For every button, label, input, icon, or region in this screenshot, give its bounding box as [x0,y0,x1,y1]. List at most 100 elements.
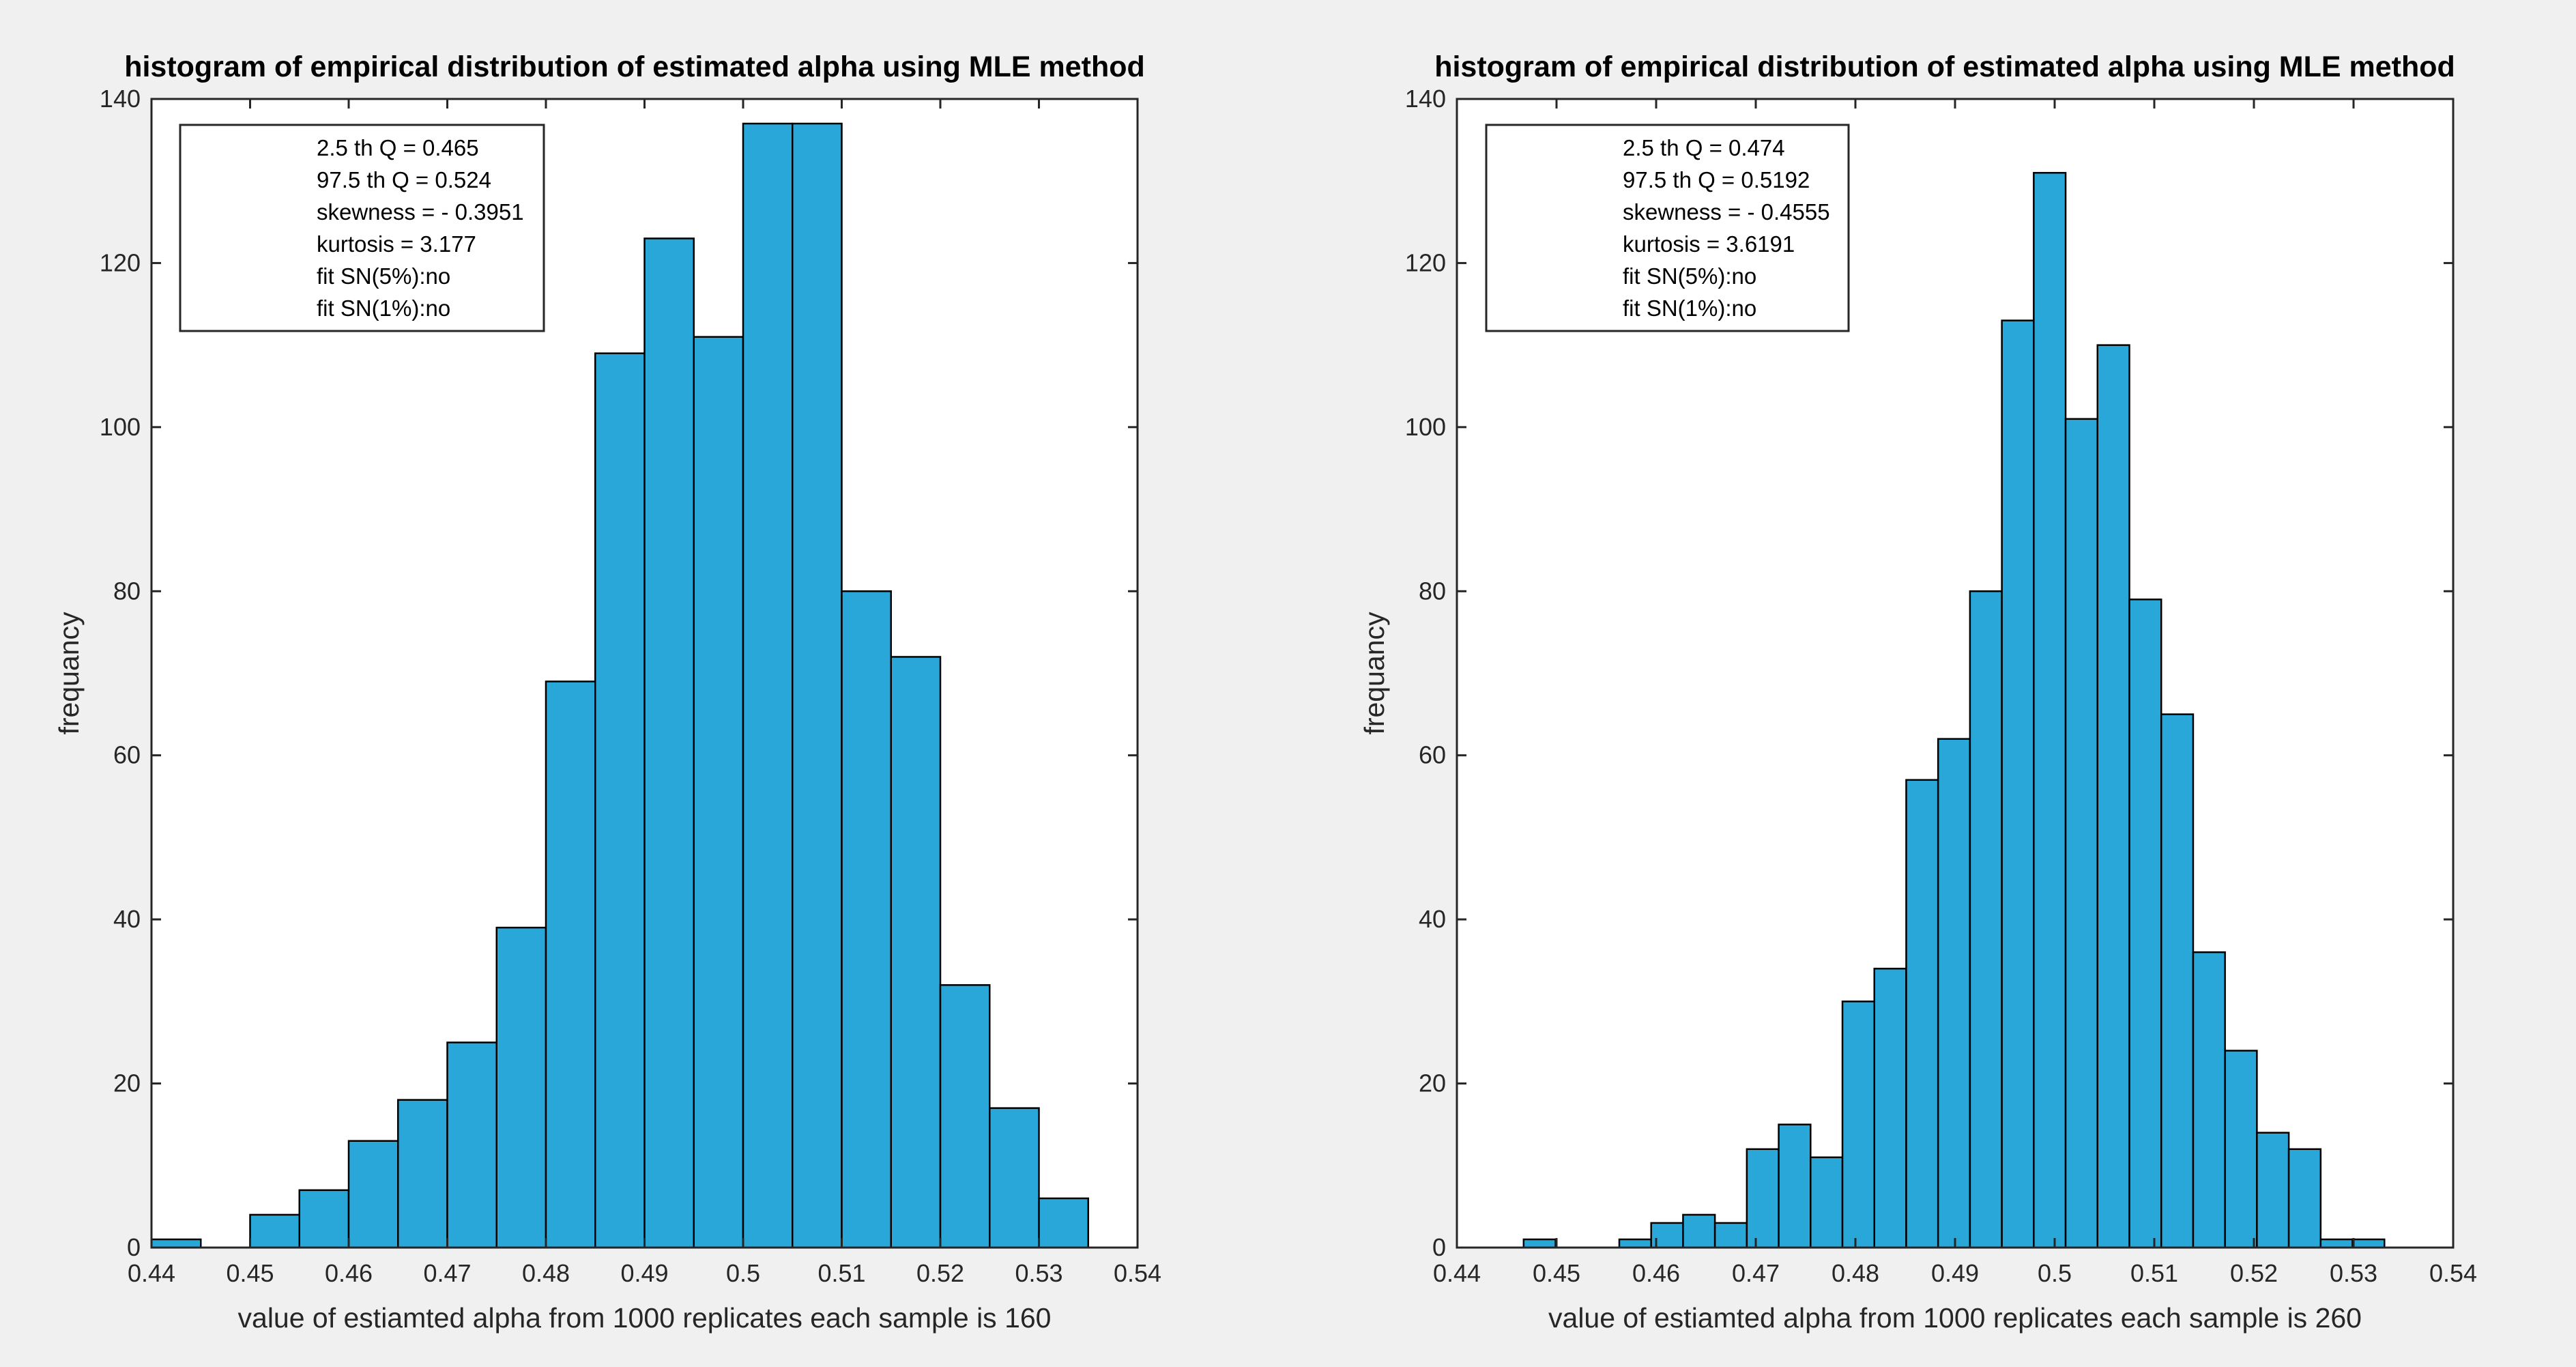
histogram-bar [2224,1050,2258,1249]
x-tick-label: 0.52 [916,1259,964,1287]
stats-legend-line: 2.5 th Q = 0.465 [317,135,479,160]
y-tick-label: 100 [1405,413,1446,441]
histogram-bar [2351,1238,2386,1249]
histogram-bar [939,984,991,1249]
y-tick-label: 0 [1432,1233,1446,1261]
y-tick-label: 20 [113,1069,141,1097]
histogram-bar [841,590,892,1249]
x-tick-label: 0.52 [2230,1259,2278,1287]
y-tick-label: 140 [1405,85,1446,113]
y-tick-label: 140 [100,85,141,113]
stats-legend-box [1485,124,1850,332]
histogram-bar [989,1107,1040,1249]
histogram-bar [249,1213,300,1249]
stats-legend-box [179,124,545,332]
stats-legend-line: 97.5 th Q = 0.5192 [1623,167,1810,192]
y-tick-label: 40 [113,905,141,933]
stats-legend-line: skewness = - 0.3951 [317,199,524,225]
x-axis-label: value of estiamted alpha from 1000 repli… [238,1302,1052,1334]
histogram-bar [2287,1148,2322,1249]
y-tick-label: 80 [1419,577,1446,605]
y-tick-label: 60 [1419,741,1446,769]
histogram-bar [693,336,744,1249]
y-tick-label: 80 [113,577,141,605]
histogram-bar [2033,171,2067,1249]
x-tick-label: 0.44 [128,1259,175,1287]
histogram-bar [2128,599,2162,1249]
y-tick-label: 120 [100,248,141,276]
x-tick-label: 0.5 [2038,1259,2072,1287]
y-axis-label: frequancy [53,611,85,735]
histogram-bar [397,1099,448,1249]
histogram-bar [2096,344,2130,1249]
histogram-bar [446,1041,497,1249]
chart-title: histogram of empirical distribution of e… [124,51,1145,83]
histogram-bar [2160,713,2195,1249]
stats-legend-line: fit SN(1%):no [317,296,450,321]
histogram-bar [1841,1001,1875,1249]
stats-legend-line: skewness = - 0.4555 [1623,199,1830,225]
x-tick-label: 0.44 [1433,1259,1481,1287]
chart-title: histogram of empirical distribution of e… [1434,51,2455,83]
stats-legend-line: fit SN(5%):no [317,263,450,289]
y-tick-label: 100 [100,413,141,441]
x-axis-label: value of estiamted alpha from 1000 repli… [1548,1302,2362,1334]
histogram-bar [1618,1238,1652,1249]
histogram-bar [1905,779,1939,1249]
histogram-bar [2192,951,2226,1249]
x-tick-label: 0.54 [1114,1259,1161,1287]
x-tick-label: 0.53 [2330,1259,2377,1287]
x-tick-label: 0.47 [423,1259,471,1287]
x-tick-label: 0.48 [522,1259,570,1287]
histogram-bar [742,122,794,1249]
histogram-bar [495,926,547,1249]
y-tick-label: 40 [1419,905,1446,933]
y-tick-label: 0 [127,1233,141,1261]
histogram-bar [2256,1132,2290,1249]
y-tick-label: 60 [113,741,141,769]
x-tick-label: 0.45 [226,1259,274,1287]
histogram-bar [792,122,843,1249]
histogram-chart-right: 0.44 0.45 0.46 0.47 0.48 0.49 0.5 0.51 0.52 0.53 0… [1359,51,2477,1334]
stats-legend-line: 2.5 th Q = 0.474 [1623,135,1785,160]
histogram-bar [150,1238,202,1249]
histogram-bar [643,238,695,1249]
histogram-bar [1873,968,1907,1249]
histogram-bar [545,680,596,1249]
y-axis-label: frequancy [1359,611,1390,735]
histogram-bar [2001,319,2035,1249]
histogram-bar [298,1189,350,1249]
histogram-bar [1038,1197,1089,1249]
x-tick-label: 0.46 [1632,1259,1680,1287]
stats-legend-line: kurtosis = 3.177 [317,231,476,257]
x-tick-label: 0.46 [325,1259,373,1287]
histogram-bar [1937,738,1971,1249]
x-tick-label: 0.5 [726,1259,760,1287]
histogram-bar [1522,1238,1557,1249]
x-tick-label: 0.45 [1533,1259,1580,1287]
x-tick-label: 0.54 [2429,1259,2477,1287]
x-tick-label: 0.51 [817,1259,865,1287]
x-tick-label: 0.53 [1015,1259,1062,1287]
histogram-bar [347,1140,399,1249]
histogram-bar [1969,590,2003,1249]
stats-legend-line: kurtosis = 3.6191 [1623,231,1795,257]
x-tick-label: 0.47 [1732,1259,1780,1287]
histogram-bar [594,352,646,1249]
histogram-bar [1682,1213,1716,1249]
stats-legend-line: 97.5 th Q = 0.524 [317,167,491,192]
stats-legend-line: fit SN(5%):no [1623,263,1756,289]
histogram-bar [1713,1222,1748,1249]
histogram-bar [890,656,942,1249]
x-tick-label: 0.51 [2130,1259,2178,1287]
histogram-bar [2319,1238,2354,1249]
y-tick-label: 120 [1405,248,1446,276]
histogram-bar [1778,1123,1812,1249]
y-tick-label: 20 [1419,1069,1446,1097]
x-tick-label: 0.49 [620,1259,668,1287]
histogram-bar [2064,418,2099,1249]
x-tick-label: 0.49 [1931,1259,1979,1287]
stats-legend-line: fit SN(1%):no [1623,296,1756,321]
histogram-bar [1746,1148,1780,1249]
